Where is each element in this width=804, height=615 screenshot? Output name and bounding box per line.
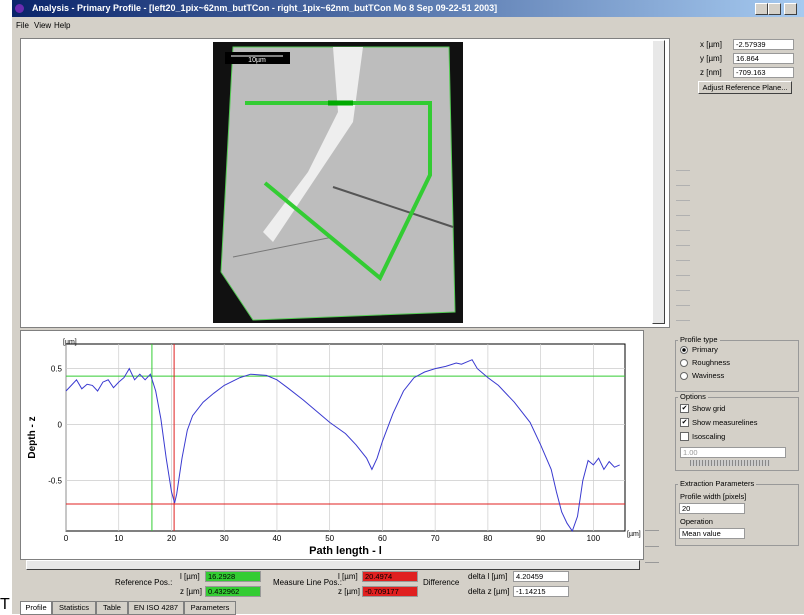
measure-z-label: z [µm] [338,587,360,596]
menu-view[interactable]: View [34,21,51,30]
plot-area [66,344,625,531]
radio-label: Roughness [692,358,730,367]
group-title: Profile type [678,335,720,344]
checkbox-label: Show grid [692,404,725,413]
dl-value: 4.20459 [513,571,569,582]
y-unit: [µm] [63,339,77,346]
x-tick-label: 30 [220,534,229,543]
y-tick-label: 0.5 [51,365,63,374]
tab[interactable]: Table [96,601,128,615]
iso-slider[interactable] [690,460,770,466]
x-tick-label: 10 [114,534,123,543]
group-title: Options [678,392,708,401]
horizontal-scrollbar[interactable] [26,560,640,570]
operation-select[interactable]: Mean value [679,528,745,539]
dl-label: delta l [µm] [468,572,507,581]
coord-label: x [µm] [700,40,722,49]
minimize-button[interactable] [755,3,768,15]
tab[interactable]: Parameters [184,601,236,615]
tool-strip[interactable] [676,158,690,323]
measure-l-value: 20.4974 [362,571,418,582]
coord-label: z [nm] [700,68,722,77]
radio-label: Primary [692,345,718,354]
app-icon [15,4,24,13]
checkbox-label: Show measurelines [692,418,757,427]
y-axis-label: Depth - z [27,416,38,458]
operation-label: Operation [680,517,713,526]
tab[interactable]: Profile [20,601,52,615]
adjust-button[interactable]: Adjust Reference Plane... [698,81,792,94]
menu-file[interactable]: File [16,21,29,30]
tab[interactable]: Statistics [52,601,96,615]
chart-tools[interactable] [645,518,659,566]
x-tick-label: 20 [167,534,176,543]
difference-label: Difference [423,578,459,587]
profile-line [66,360,620,531]
x-tick-label: 40 [272,534,281,543]
vertical-scrollbar[interactable] [652,40,665,324]
footer-mark: T [0,596,10,614]
ref-z-label: z [µm] [180,587,202,596]
x-axis-label: Path length - l [309,545,382,557]
iso-input[interactable]: 1.00 [680,447,786,458]
title-bar: Analysis - Primary Profile - [left20_1pi… [12,0,804,17]
width-input[interactable]: 20 [679,503,745,514]
ref-l-label: l [µm] [180,572,200,581]
radio-label: Waviness [692,371,724,380]
radio[interactable] [680,372,688,380]
radio[interactable] [680,359,688,367]
ref-label: Reference Pos.: [115,578,172,587]
y-tick-label: -0.5 [48,477,62,486]
page: Analysis - Primary Profile - [left20_1pi… [0,0,804,614]
coord-label: y [µm] [700,54,722,63]
measure-label: Measure Line Pos.: [273,578,342,587]
x-tick-label: 70 [431,534,440,543]
close-button[interactable] [784,3,797,15]
x-unit: [µm] [627,531,641,538]
maximize-button[interactable] [768,3,781,15]
checkbox[interactable]: ✔ [680,418,689,427]
profile-image: 10µm [213,42,463,323]
ref-l-value: 16.2928 [205,571,261,582]
x-tick-label: 80 [483,534,492,543]
window-title: Analysis - Primary Profile - [left20_1pi… [12,3,497,13]
checkbox-label: Isoscaling [692,432,725,441]
x-tick-label: 0 [64,534,69,543]
coord-value: -2.57939 [733,39,794,50]
menu-help[interactable]: Help [54,21,70,30]
dz-label: delta z [µm] [468,587,510,596]
checkbox[interactable] [680,432,689,441]
y-tick-label: 0 [58,421,63,430]
chart: 0 10 20 30 40 50 60 70 80 90 100 0.5 0 -0.5 [µm] [µm] Pa… [20,330,644,560]
ref-z-value: 0.432962 [205,586,261,597]
tab[interactable]: EN ISO 4287 [128,601,184,615]
dz-value: -1.14215 [513,586,569,597]
width-label: Profile width [pixels] [680,492,746,501]
coord-value: -709.163 [733,67,794,78]
measure-l-label: l [µm] [338,572,358,581]
x-tick-label: 90 [536,534,545,543]
x-tick-label: 100 [587,534,601,543]
x-tick-label: 60 [378,534,387,543]
coord-value: 16.864 [733,53,794,64]
radio[interactable] [680,346,688,354]
scale-label: 10µm [248,57,266,64]
x-tick-label: 50 [325,534,334,543]
group-title: Extraction Parameters [678,479,756,488]
measure-z-value: -0.709177 [362,586,418,597]
checkbox[interactable]: ✔ [680,404,689,413]
